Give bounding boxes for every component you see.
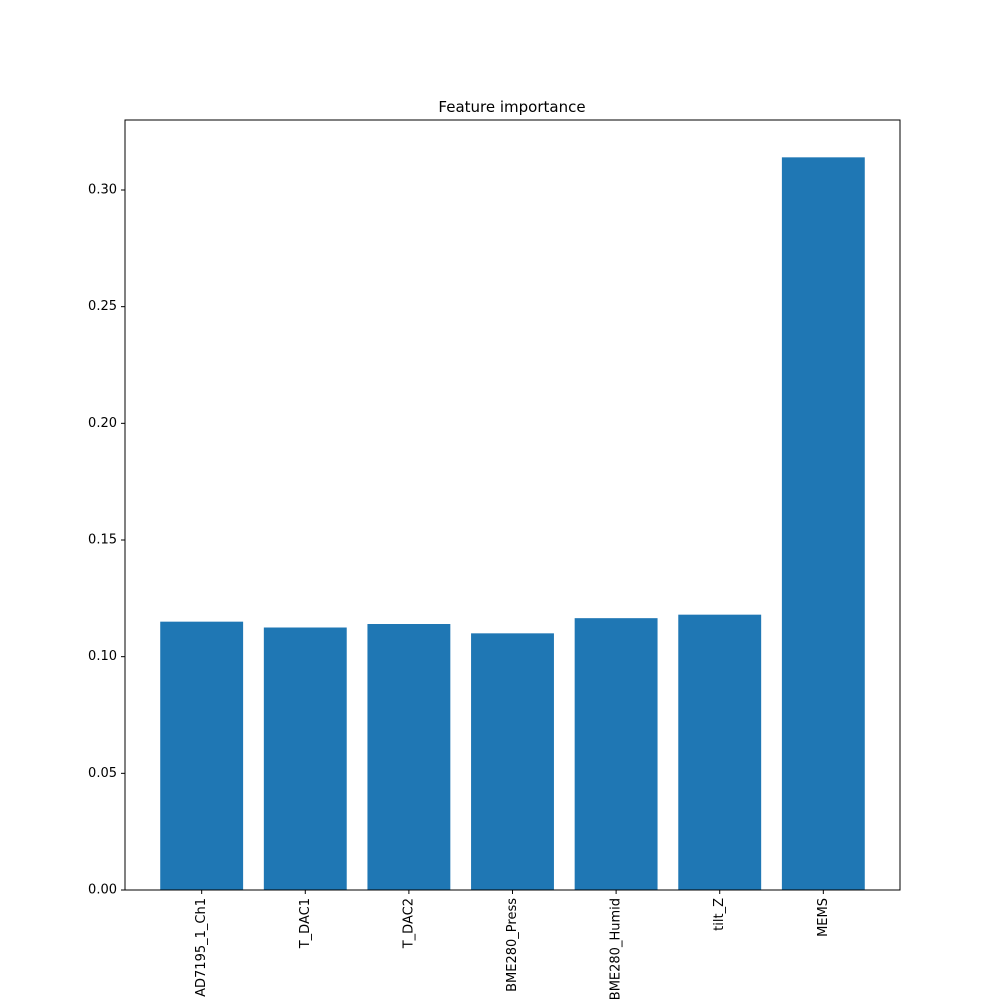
- x-tick-label: AD7195_1_Ch1: [194, 898, 209, 997]
- y-tick-label: 0.20: [88, 416, 117, 431]
- y-tick-label: 0.10: [88, 649, 117, 664]
- bar-ad7195-1-ch1: [160, 621, 244, 890]
- x-tick-label: T_DAC1: [298, 898, 313, 949]
- x-axis: AD7195_1_Ch1 T_DAC1 T_DAC2 BME280_Press BME2…: [194, 890, 831, 1000]
- bar-bme280-press: [471, 633, 554, 890]
- bar-t-dac1: [263, 627, 347, 890]
- y-axis: 0.00 0.05 0.10 0.15 0.20 0.25 0.30: [88, 183, 125, 898]
- y-tick-label: 0.05: [88, 766, 117, 781]
- bar-t-dac2: [367, 624, 451, 890]
- bar-mems: [781, 157, 865, 891]
- x-tick-label: tilt_Z: [712, 898, 727, 931]
- x-tick-label: T_DAC2: [401, 898, 416, 949]
- y-tick-label: 0.15: [88, 533, 117, 548]
- bars-group: [160, 157, 865, 891]
- bar-tilt-z: [678, 614, 762, 890]
- y-tick-label: 0.25: [88, 299, 117, 314]
- plot-frame: [124, 119, 901, 891]
- bar-bme280-humid: [574, 618, 658, 890]
- x-tick-label: MEMS: [816, 898, 831, 937]
- y-tick-label: 0.00: [88, 883, 117, 898]
- y-tick-label: 0.30: [88, 183, 117, 198]
- chart-title: Feature importance: [438, 98, 585, 116]
- x-tick-label: BME280_Humid: [609, 898, 624, 1000]
- x-tick-label: BME280_Press: [505, 898, 520, 992]
